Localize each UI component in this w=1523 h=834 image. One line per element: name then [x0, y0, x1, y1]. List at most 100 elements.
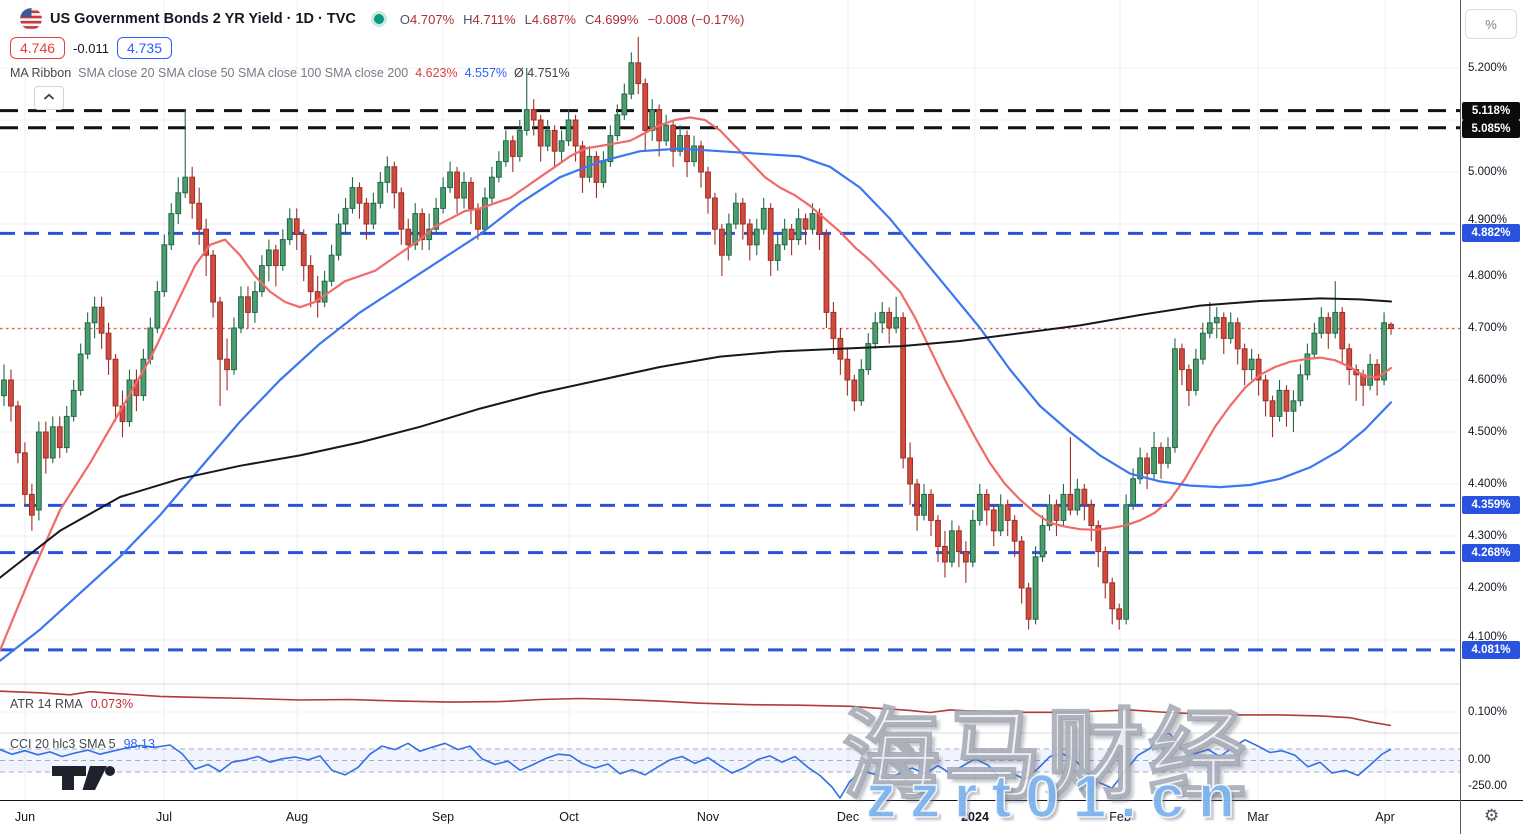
time-axis-label: Dec [836, 810, 860, 824]
candle-body [1046, 504, 1053, 527]
time-axis[interactable]: ⚙ Jun Jul Aug Sep Oct Nov Dec 2024 Feb Mar Apr [0, 800, 1523, 834]
candle-body [335, 223, 342, 256]
price-axis-tick: 4.700% [1468, 322, 1508, 334]
time-axis-label: Apr [1375, 810, 1395, 824]
close-value: 4.699% [594, 11, 639, 27]
candle-body [161, 244, 168, 293]
cci-line [0, 732, 1392, 799]
candle-body [210, 254, 216, 303]
candle-body [349, 187, 356, 209]
axis-divider [1460, 0, 1461, 834]
candle-body [1018, 540, 1025, 589]
candle-body [84, 322, 91, 355]
candle-body [1199, 332, 1206, 360]
spread-value: -0.011 [73, 40, 109, 56]
candle-body [1137, 457, 1144, 480]
candle-body [809, 213, 816, 230]
candle-body [126, 379, 133, 423]
price-level-badge: 4.268% [1462, 544, 1520, 562]
buy-price-button[interactable]: 4.735 [116, 37, 172, 59]
candle-body [955, 530, 962, 553]
cci-legend[interactable]: CCI 20 hlc3 SMA 5 98.13 [10, 737, 155, 751]
candle-body [1220, 317, 1227, 339]
candle-body [398, 192, 405, 230]
candle-body [628, 62, 635, 95]
ma-line-sma50 [0, 147, 1393, 662]
sell-price-button[interactable]: 4.746 [10, 37, 66, 59]
candle-body [370, 202, 377, 225]
candle-body [1186, 369, 1192, 391]
candle-body [677, 135, 683, 152]
candle-body [753, 228, 760, 246]
candle-body [1123, 504, 1130, 620]
candle-body [1318, 317, 1325, 334]
candle-body [1213, 317, 1220, 324]
candle-body [258, 265, 265, 293]
candle-body [217, 301, 223, 360]
collapse-legend-button[interactable] [34, 86, 64, 110]
candle-body [224, 358, 230, 371]
candle-body [140, 358, 147, 397]
symbol-title[interactable]: US Government Bonds 2 YR Yield · 1D · TV… [50, 11, 356, 27]
candle-body [405, 228, 412, 246]
candle-body [468, 181, 474, 209]
tradingview-logo[interactable] [52, 764, 118, 797]
candle-body [1032, 556, 1039, 620]
candle-body [537, 119, 544, 147]
ma-line-sma200 [0, 297, 1392, 579]
price-axis-tick: 0.100% [1468, 706, 1508, 718]
candle-body [1374, 363, 1380, 381]
candle-body [1325, 317, 1332, 334]
candle-body [1262, 379, 1269, 402]
candle-body [495, 161, 502, 178]
candle-body [558, 140, 565, 152]
candle-body [1297, 374, 1304, 402]
candle-body [42, 431, 49, 459]
candle-body [1004, 504, 1011, 521]
candle-body [203, 228, 210, 256]
price-axis-tick: 0.00 [1468, 754, 1491, 766]
atr-line [0, 690, 1392, 727]
candle-body [858, 369, 865, 402]
candle-body [914, 483, 920, 516]
price-axis-tick: 4.100% [1468, 631, 1508, 643]
candle-body [830, 311, 837, 339]
candle-body [691, 145, 697, 163]
candle-body [502, 140, 509, 163]
candle-body [1206, 322, 1213, 334]
candle-body [621, 93, 628, 116]
candle-body [189, 176, 196, 204]
ma-ribbon-legend[interactable]: MA Ribbon SMA close 20 SMA close 50 SMA … [10, 66, 570, 80]
candle-body [670, 124, 677, 152]
price-axis[interactable]: % 5.200% 5.000% 4.900% 4.800% 4.700% 4.600% 4.… [1460, 0, 1523, 800]
candle-body [851, 379, 858, 402]
candle-body [363, 202, 370, 225]
candle-body [475, 207, 481, 230]
candle-body [523, 109, 530, 131]
atr-legend[interactable]: ATR 14 RMA 0.073% [10, 697, 133, 711]
candle-body [314, 291, 321, 303]
time-axis-label: Nov [696, 810, 720, 824]
candle-body [921, 493, 927, 516]
time-axis-label: 2024 [961, 810, 989, 824]
candle-body [1227, 322, 1234, 339]
candle-body [154, 291, 161, 329]
candle-body [725, 223, 732, 256]
price-axis-tick: 4.800% [1468, 270, 1508, 282]
time-axis-label: Mar [1247, 810, 1269, 824]
candle-body [238, 296, 244, 329]
axis-unit-button[interactable]: % [1465, 9, 1517, 39]
candle-body [412, 213, 419, 246]
candle-body [607, 135, 614, 163]
gear-icon[interactable]: ⚙ [1484, 806, 1500, 825]
candle-body [739, 202, 746, 225]
cci-value: 98.13 [123, 737, 155, 751]
candle-body [1039, 525, 1046, 558]
candle-body [49, 426, 56, 459]
candle-body [56, 426, 63, 449]
candle-body [962, 551, 969, 563]
candle-body [440, 187, 447, 209]
market-status-dot[interactable] [373, 14, 384, 24]
candle-body [1339, 311, 1346, 350]
price-chart[interactable] [0, 0, 1460, 800]
